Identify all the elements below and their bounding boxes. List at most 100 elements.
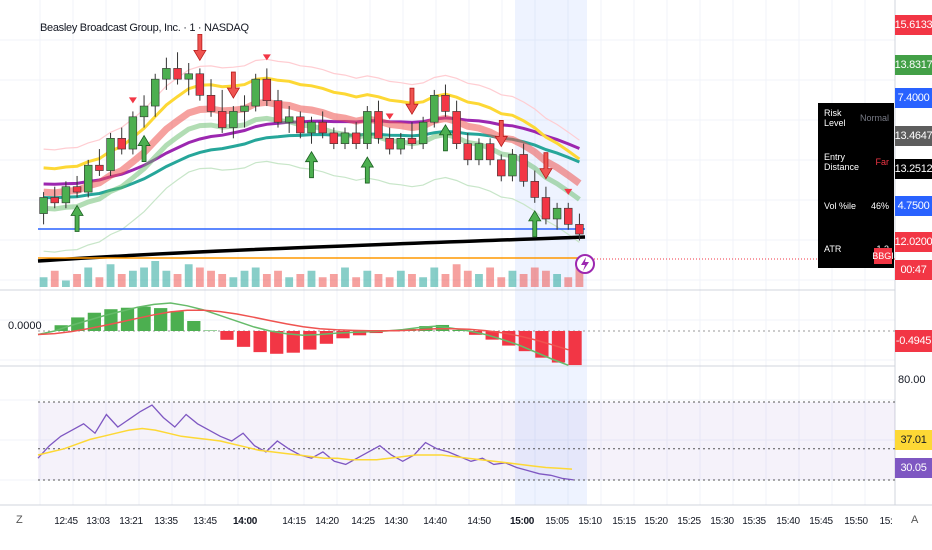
risk-label: ATR [824,244,842,254]
volume-bar [285,277,294,287]
candle-body [184,73,193,80]
candle-body [117,138,126,150]
macd-line [37,302,569,367]
rsi-value-tag: 30.05 [895,458,932,478]
candle-body [351,132,361,144]
time-tick-label: 15:50 [844,516,868,527]
auto-scale-corner[interactable]: A [911,514,919,526]
time-tick-label: 13:21 [119,516,143,527]
candle-body [39,197,48,214]
time-tick-label: 15:20 [644,516,668,527]
lightning-glyph-icon [581,257,589,271]
rsi-ma-tag: 37.01 [895,430,932,450]
macd-histogram-bar [352,331,367,336]
volume-bar [240,270,249,287]
time-tick-label: 13:35 [154,516,178,527]
risk-value: 46% [870,201,889,211]
volume-bar [62,280,70,287]
symbol-badge[interactable]: BBGI [872,248,894,264]
candle-body [95,164,104,171]
volume-bar [318,277,327,287]
candle-body [284,116,294,123]
volume-bar [363,270,372,287]
candle-body [72,186,82,193]
volume-bar [173,274,182,287]
volume-bar [117,274,126,287]
sell-triangle-icon [385,113,394,120]
volume-bar [307,270,316,287]
macd-histogram-bar [336,331,350,339]
volume-bar [519,274,528,287]
timezone-corner[interactable]: Z [16,514,23,526]
time-tick-label: 13:45 [193,516,217,527]
volume-bar [463,270,472,287]
candle-body [363,111,372,144]
candle-body [173,68,182,80]
candle-body [340,132,350,144]
candle-body [229,111,238,128]
candle-body [575,224,584,235]
candle-body [106,138,115,171]
macd-histogram-bar [535,331,549,358]
volume-bar [497,277,506,287]
volume-bar [408,274,416,287]
volume-bar [39,277,48,287]
candle-body [497,159,506,177]
macd-histogram-bar [170,311,184,331]
time-tick-label: 14:00 [232,516,258,527]
volume-bar [218,274,227,287]
candle-body [50,197,59,204]
volume-bar [251,267,260,287]
macd-histogram-bar [253,331,267,353]
candle-body [296,116,305,134]
time-tick-label: 15:00 [509,516,535,527]
red-ribbon [43,98,582,197]
candle-body [530,181,539,198]
candle-body [407,138,417,144]
candle-body [374,111,383,139]
rsi-upper-label: 80.00 [898,374,926,386]
time-tick-label: 15:40 [776,516,800,527]
buy-arrow-icon [528,210,542,238]
macd-histogram-bar [203,330,218,331]
macd-histogram-bar [154,308,168,331]
time-tick-label: 15:25 [677,516,701,527]
candle-body [162,68,171,80]
rsi-background-band [38,402,895,480]
volume-bar [95,277,104,287]
volume-bar [296,274,305,287]
candle-body [151,78,160,107]
price-tag: 4.7500 [895,196,932,216]
risk-row-risk-level: Risk Level Normal [818,108,894,128]
black-moving-average [37,235,586,263]
price-tag: 00:47 [895,260,932,280]
time-tick-label: 15:35 [742,516,766,527]
time-tick-label: 15:05 [545,516,569,527]
volume-bar [84,267,93,287]
macd-value-tag: -0.4945 [895,330,932,352]
sell-triangle-icon [564,188,573,195]
volume-bar [564,277,573,287]
candle-body [206,94,216,112]
risk-value: Far [875,157,890,167]
volume-bar [162,270,171,287]
buy-arrow-icon [438,124,453,152]
price-tag: 7.4000 [895,88,932,108]
price-tag: 15.6133 [895,15,932,35]
macd-signal-line [37,309,569,351]
candle-body [474,143,484,161]
volume-bar [542,270,550,287]
candle-body [273,100,283,123]
price-tag: 13.4647 [895,126,932,146]
risk-value: Normal [859,113,889,123]
time-tick-label: 15:15 [612,516,636,527]
macd-histogram-bar [270,331,284,354]
sell-triangle-icon [128,97,137,104]
rsi-ma-line [37,427,573,470]
price-tag: 13.2512 [895,159,932,179]
volume-bar [530,267,539,287]
session-highlight [515,0,587,505]
risk-row-vol-percentile: Vol %ile 46% [818,198,894,214]
candle-body [385,138,394,150]
